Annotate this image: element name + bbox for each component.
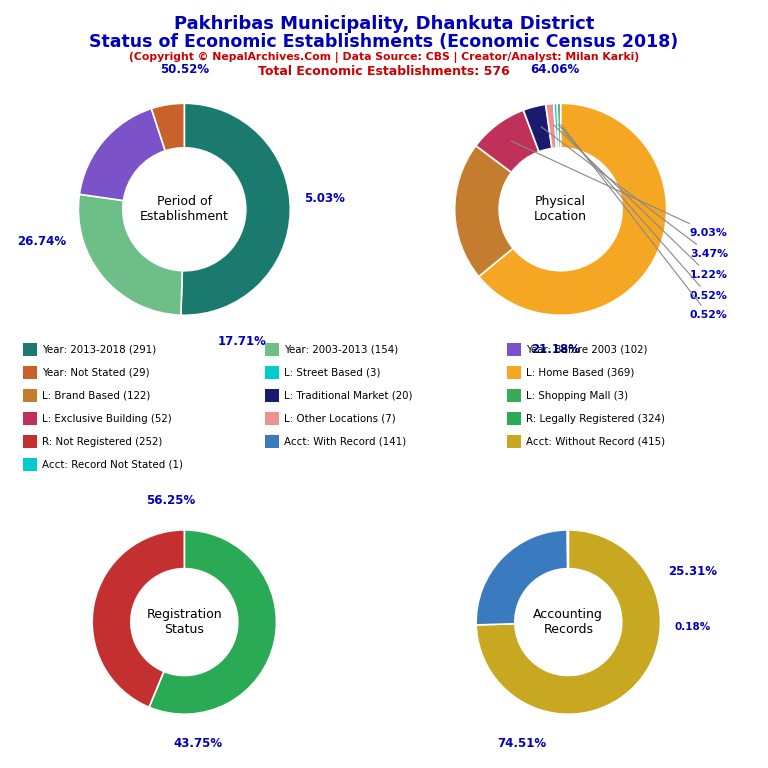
Text: Pakhribas Municipality, Dhankuta District: Pakhribas Municipality, Dhankuta Distric… (174, 15, 594, 33)
Text: 21.18%: 21.18% (531, 343, 580, 356)
Text: 0.18%: 0.18% (674, 621, 711, 632)
Text: L: Shopping Mall (3): L: Shopping Mall (3) (526, 390, 628, 401)
Wedge shape (478, 103, 667, 315)
Wedge shape (476, 530, 660, 714)
Text: Period of
Establishment: Period of Establishment (140, 195, 229, 223)
Text: 74.51%: 74.51% (498, 737, 547, 750)
Text: R: Not Registered (252): R: Not Registered (252) (42, 436, 163, 447)
Text: 3.47%: 3.47% (541, 127, 728, 259)
Text: 5.03%: 5.03% (304, 192, 345, 205)
Wedge shape (149, 530, 276, 714)
Wedge shape (455, 146, 513, 276)
Text: 25.31%: 25.31% (668, 565, 717, 578)
Wedge shape (151, 103, 184, 151)
Wedge shape (78, 194, 182, 315)
Text: Physical
Location: Physical Location (534, 195, 588, 223)
Text: L: Brand Based (122): L: Brand Based (122) (42, 390, 151, 401)
Text: Accounting
Records: Accounting Records (534, 608, 603, 636)
Text: Acct: Without Record (415): Acct: Without Record (415) (526, 436, 665, 447)
Text: 0.52%: 0.52% (561, 124, 728, 320)
Text: 9.03%: 9.03% (511, 141, 728, 237)
Text: Status of Economic Establishments (Economic Census 2018): Status of Economic Establishments (Econo… (89, 33, 679, 51)
Text: Year: Before 2003 (102): Year: Before 2003 (102) (526, 344, 647, 355)
Text: 26.74%: 26.74% (17, 234, 66, 247)
Text: Acct: With Record (141): Acct: With Record (141) (284, 436, 406, 447)
Wedge shape (180, 103, 290, 315)
Text: L: Exclusive Building (52): L: Exclusive Building (52) (42, 413, 172, 424)
Text: Registration
Status: Registration Status (147, 608, 222, 636)
Text: L: Home Based (369): L: Home Based (369) (526, 367, 634, 378)
Text: 43.75%: 43.75% (174, 737, 223, 750)
Text: 64.06%: 64.06% (531, 63, 580, 76)
Wedge shape (523, 104, 552, 152)
Text: (Copyright © NepalArchives.Com | Data Source: CBS | Creator/Analyst: Milan Karki: (Copyright © NepalArchives.Com | Data So… (129, 51, 639, 62)
Text: Total Economic Establishments: 576: Total Economic Establishments: 576 (258, 65, 510, 78)
Text: 0.52%: 0.52% (558, 124, 728, 301)
Wedge shape (557, 103, 561, 148)
Text: 50.52%: 50.52% (160, 63, 209, 76)
Wedge shape (92, 530, 184, 707)
Wedge shape (476, 530, 568, 625)
Text: Acct: Record Not Stated (1): Acct: Record Not Stated (1) (42, 459, 184, 470)
Text: R: Legally Registered (324): R: Legally Registered (324) (526, 413, 665, 424)
Text: 56.25%: 56.25% (146, 494, 195, 507)
Text: L: Traditional Market (20): L: Traditional Market (20) (284, 390, 412, 401)
Text: 1.22%: 1.22% (554, 124, 728, 280)
Text: 17.71%: 17.71% (218, 336, 267, 348)
Text: L: Street Based (3): L: Street Based (3) (284, 367, 381, 378)
Text: Year: 2003-2013 (154): Year: 2003-2013 (154) (284, 344, 399, 355)
Wedge shape (79, 108, 165, 200)
Text: L: Other Locations (7): L: Other Locations (7) (284, 413, 396, 424)
Text: Year: Not Stated (29): Year: Not Stated (29) (42, 367, 150, 378)
Wedge shape (554, 104, 558, 148)
Wedge shape (476, 110, 539, 172)
Text: Year: 2013-2018 (291): Year: 2013-2018 (291) (42, 344, 157, 355)
Wedge shape (545, 104, 557, 148)
